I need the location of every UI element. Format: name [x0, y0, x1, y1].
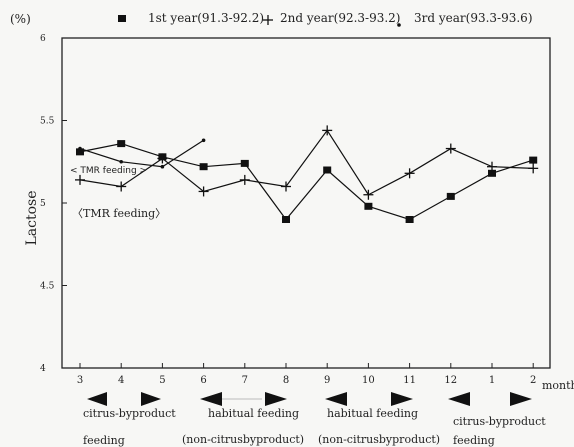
- plot-frame: [61, 37, 551, 369]
- x-tick-label: 10: [362, 375, 375, 386]
- period-2-line1: habitual feeding: [208, 407, 299, 420]
- period-arrow-left-1: [87, 392, 107, 406]
- x-axis-ticks: 3 4 5 6 7 8 9 10 11 12 1 2: [77, 363, 536, 386]
- period-arrow-right-1: [141, 392, 161, 406]
- data-point-1st-year: [364, 202, 373, 210]
- x-tick-label: 3: [77, 375, 83, 386]
- legend-label-3rd-year: 3rd year(93.3-93.6): [414, 11, 533, 25]
- data-point-1st-year: [405, 216, 414, 223]
- x-tick-label: 8: [283, 375, 289, 386]
- data-point-2nd-year: [198, 186, 209, 197]
- data-point-3rd-year: [78, 146, 82, 151]
- period-arrows: [87, 392, 532, 406]
- legend: 1st year(91.3-92.2) 2nd year(92.3-93.2) …: [118, 11, 533, 27]
- period-1-line2: feeding: [83, 434, 125, 447]
- x-tick-label: 5: [159, 375, 165, 386]
- series-line-2: [79, 129, 534, 196]
- data-point-2nd-year: [528, 163, 539, 174]
- series-line-3: [79, 139, 204, 168]
- legend-marker-3rd-year: [397, 23, 401, 27]
- period-3-line1: habitual feeding: [327, 407, 418, 420]
- y-tick-label: 4: [40, 364, 46, 374]
- data-point-2nd-year: [157, 153, 168, 164]
- x-tick-label: 9: [324, 375, 330, 386]
- series-line-1: [79, 142, 534, 221]
- x-tick-label: 2: [530, 375, 536, 386]
- period-arrow-right-2: [265, 392, 287, 406]
- period-arrow-left-3: [325, 392, 347, 406]
- data-point-2nd-year: [75, 174, 85, 185]
- data-point-2nd-year: [487, 161, 497, 172]
- x-axis-label: month: [542, 379, 574, 392]
- data-point-1st-year: [323, 166, 332, 174]
- x-tick-label: 1: [489, 375, 495, 386]
- legend-marker-1st-year: [118, 15, 126, 22]
- period-labels: citrus-byproduct feeding habitual feedin…: [83, 407, 546, 447]
- period-2-line2: (non-citrusbyproduct): [182, 433, 304, 446]
- y-tick-label: 5: [40, 199, 46, 209]
- y-tick-label: 4.5: [40, 282, 55, 292]
- series-markers: [75, 125, 539, 223]
- data-point-1st-year: [488, 169, 496, 177]
- data-point-1st-year: [529, 156, 538, 164]
- x-tick-label: 11: [403, 375, 416, 386]
- period-4-line1: citrus-byproduct: [453, 415, 546, 428]
- period-arrow-left-2: [200, 392, 222, 406]
- data-point-1st-year: [117, 140, 126, 148]
- data-point-1st-year: [240, 159, 249, 167]
- period-arrow-right-4: [510, 392, 532, 406]
- data-point-3rd-year: [119, 159, 123, 164]
- x-tick-label: 12: [444, 375, 457, 386]
- data-point-2nd-year: [281, 181, 291, 192]
- data-point-1st-year: [282, 216, 290, 223]
- x-tick-label: 7: [242, 375, 248, 386]
- period-3-line2: (non-citrusbyproduct): [318, 433, 440, 446]
- period-1-line1: citrus-byproduct: [83, 407, 176, 420]
- y-unit-label: (%): [10, 12, 31, 26]
- period-arrow-left-4: [448, 392, 470, 406]
- data-point-2nd-year: [404, 168, 415, 179]
- y-tick-label: 6: [40, 34, 46, 44]
- data-point-3rd-year: [201, 138, 206, 143]
- data-point-1st-year: [446, 192, 455, 200]
- y-tick-label: 5.5: [40, 117, 55, 127]
- legend-label-2nd-year: 2nd year(92.3-93.2): [280, 11, 401, 25]
- annotation-tmr-feeding: 〈TMR feeding〉: [72, 207, 166, 220]
- data-point-3rd-year: [160, 164, 165, 169]
- period-4-line2: feeding: [453, 434, 495, 447]
- legend-marker-2nd-year: [263, 15, 273, 25]
- x-tick-label: 6: [200, 375, 206, 386]
- series-lines: [79, 129, 534, 221]
- data-point-2nd-year: [322, 125, 333, 136]
- data-point-2nd-year: [239, 174, 250, 185]
- data-point-2nd-year: [116, 181, 127, 192]
- x-tick-label: 4: [118, 375, 124, 386]
- y-axis-ticks: 4 4.5 5 5.5 6: [40, 34, 67, 374]
- data-point-1st-year: [199, 163, 208, 171]
- annotation-tmr-feeding-inline: < TMR feeding >: [70, 166, 147, 176]
- y-axis-label: Lactose: [24, 190, 40, 245]
- data-point-2nd-year: [363, 189, 374, 200]
- data-point-2nd-year: [445, 143, 456, 154]
- period-arrow-right-3: [391, 392, 413, 406]
- legend-label-1st-year: 1st year(91.3-92.2): [148, 11, 264, 25]
- data-point-1st-year: [76, 148, 84, 156]
